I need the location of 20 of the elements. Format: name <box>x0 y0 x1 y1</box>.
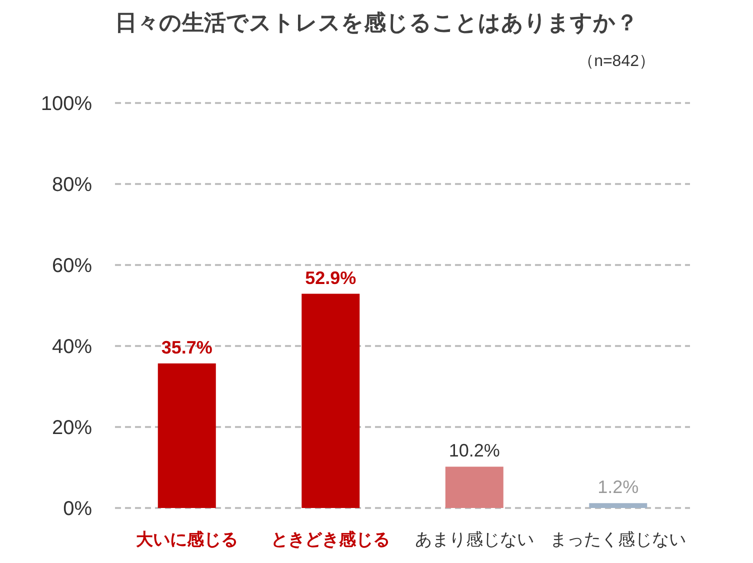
data-label: 35.7% <box>161 337 212 358</box>
y-tick-label: 40% <box>52 336 92 358</box>
x-tick-label: あまり感じない <box>414 530 534 549</box>
x-tick-label: まったく感じない <box>550 530 686 549</box>
y-tick-label: 60% <box>52 255 92 277</box>
bar <box>302 294 360 508</box>
y-tick-label: 0% <box>63 498 92 520</box>
y-tick-label: 100% <box>40 93 92 115</box>
y-tick-label: 20% <box>52 417 92 439</box>
data-label: 52.9% <box>305 268 356 288</box>
bar <box>445 466 504 508</box>
text: （n=842） <box>578 53 655 70</box>
bar <box>158 363 216 508</box>
y-tick-label: 80% <box>52 174 92 196</box>
x-tick-label: ときどき感じる <box>271 530 390 549</box>
chart-title: 日々の生活でストレスを感じることはありますか？ <box>115 10 638 35</box>
x-tick-label: 大いに感じる <box>136 530 238 549</box>
data-label: 10.2% <box>448 440 500 461</box>
bar <box>589 503 648 508</box>
data-label: 1.2% <box>598 477 639 498</box>
